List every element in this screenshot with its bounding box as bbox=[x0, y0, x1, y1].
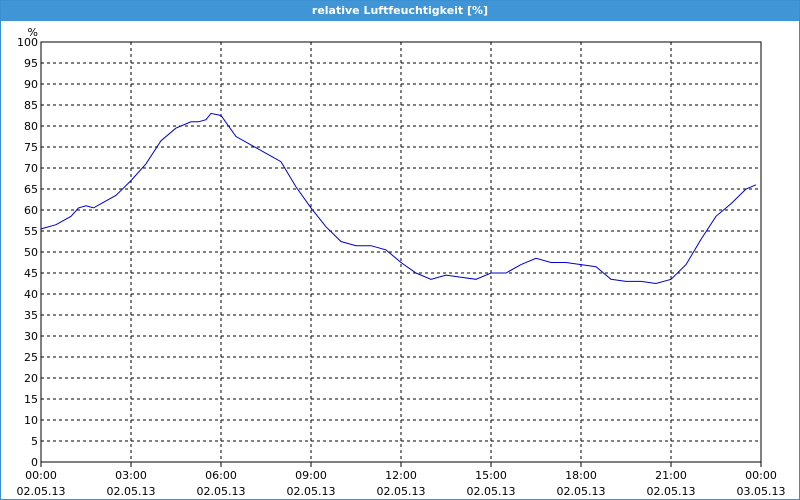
x-tick-label-date: 02.05.13 bbox=[17, 485, 66, 498]
y-tick-label: 10 bbox=[24, 414, 38, 427]
y-tick-label: 95 bbox=[24, 57, 38, 70]
x-tick-label-time: 00:00 bbox=[25, 469, 57, 482]
y-tick-label: 35 bbox=[24, 309, 38, 322]
y-tick-label: 15 bbox=[24, 393, 38, 406]
x-tick-label-date: 02.05.13 bbox=[107, 485, 156, 498]
x-tick-label-time: 09:00 bbox=[295, 469, 327, 482]
y-tick-label: 85 bbox=[24, 99, 38, 112]
y-tick-label: 45 bbox=[24, 267, 38, 280]
x-tick-label-date: 02.05.13 bbox=[377, 485, 426, 498]
x-tick-label-date: 02.05.13 bbox=[647, 485, 696, 498]
x-tick-label-time: 18:00 bbox=[565, 469, 597, 482]
x-tick-label-time: 06:00 bbox=[205, 469, 237, 482]
y-tick-label: 75 bbox=[24, 141, 38, 154]
y-tick-label: 30 bbox=[24, 330, 38, 343]
x-tick-label-time: 00:00 bbox=[745, 469, 777, 482]
y-tick-label: 5 bbox=[31, 435, 38, 448]
x-tick-label-time: 12:00 bbox=[385, 469, 417, 482]
chart-title: relative Luftfeuchtigkeit [%] bbox=[1, 1, 799, 21]
y-tick-label: 100 bbox=[17, 36, 38, 49]
x-tick-label-date: 02.05.13 bbox=[467, 485, 516, 498]
y-tick-label: 0 bbox=[31, 456, 38, 469]
y-tick-label: 50 bbox=[24, 246, 38, 259]
humidity-chart: 0 5 10 15 20 25 30 35 40 45 50 55 60 65 70 75 80 85 90 95 10… bbox=[17, 26, 786, 498]
y-tick-label: 20 bbox=[24, 372, 38, 385]
x-tick-label-time: 03:00 bbox=[115, 469, 147, 482]
y-tick-label: 70 bbox=[24, 162, 38, 175]
x-tick-label-date: 02.05.13 bbox=[287, 485, 336, 498]
y-axis-label: % bbox=[28, 26, 38, 39]
y-tick-label: 65 bbox=[24, 183, 38, 196]
x-tick-label-date: 02.05.13 bbox=[557, 485, 606, 498]
x-tick-label-time: 15:00 bbox=[475, 469, 507, 482]
y-tick-label: 90 bbox=[24, 78, 38, 91]
x-tick-label-date: 03.05.13 bbox=[737, 485, 786, 498]
y-tick-label: 60 bbox=[24, 204, 38, 217]
y-tick-label: 55 bbox=[24, 225, 38, 238]
x-tick-label-date: 02.05.13 bbox=[197, 485, 246, 498]
humidity-series-line bbox=[40, 112, 757, 285]
x-tick-label-time: 21:00 bbox=[655, 469, 687, 482]
y-tick-label: 80 bbox=[24, 120, 38, 133]
y-tick-label: 40 bbox=[24, 288, 38, 301]
plot-frame bbox=[40, 41, 762, 463]
y-tick-label: 25 bbox=[24, 351, 38, 364]
